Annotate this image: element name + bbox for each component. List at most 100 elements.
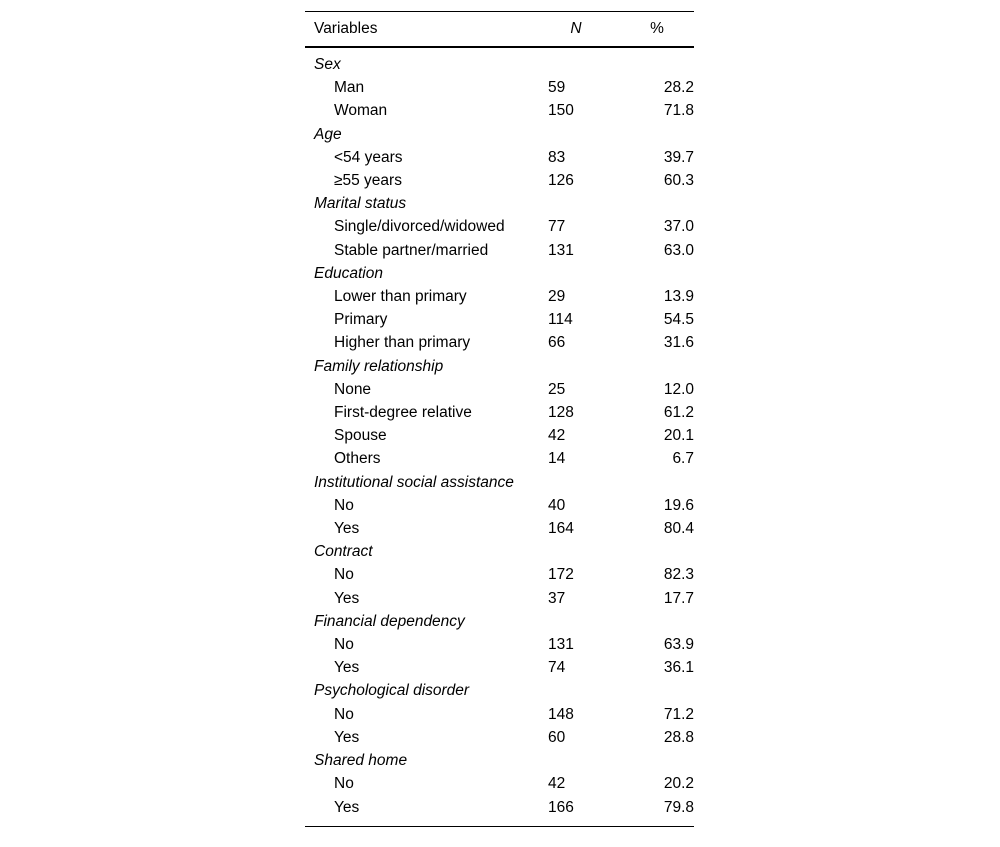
row-label: No	[334, 775, 354, 793]
row-percent-value: 13.9	[663, 288, 694, 306]
row-n-value: 172	[548, 566, 574, 584]
row-percent-value: 82.3	[663, 566, 694, 584]
row-n-value: 114	[548, 311, 573, 329]
table-row: Woman 150 71.8	[305, 99, 694, 122]
table-group-row: Marital status	[305, 192, 694, 215]
table-row: No 40 19.6	[305, 494, 694, 517]
table-row: Spouse 42 20.1	[305, 424, 694, 447]
row-label: Primary	[334, 311, 388, 329]
row-n-value: 42	[548, 427, 566, 445]
table-row: No 148 71.2	[305, 703, 694, 726]
row-percent-value: 63.9	[663, 636, 694, 654]
table-row: <54 years 83 39.7	[305, 146, 694, 169]
table-row: Yes 166 79.8	[305, 796, 694, 819]
row-percent-value: 20.2	[663, 775, 694, 793]
row-label: Yes	[334, 798, 360, 816]
row-n-value: 164	[548, 520, 574, 538]
row-percent-value: 60.3	[663, 172, 694, 190]
table-row: Yes 74 36.1	[305, 656, 694, 679]
row-percent-value: 79.8	[663, 798, 694, 816]
row-percent-value: 28.8	[663, 728, 694, 746]
table-row: Higher than primary 66 31.6	[305, 331, 694, 354]
group-pct-empty	[626, 192, 694, 215]
column-header-percent: %	[650, 20, 664, 37]
row-n-value: 131	[548, 241, 574, 259]
table-row: No 131 63.9	[305, 633, 694, 656]
row-label: Spouse	[334, 427, 387, 445]
group-label: Family relationship	[314, 357, 444, 375]
group-pct-empty	[626, 471, 694, 494]
table-body: Sex Man 59 28.2 Woman 150 71.8 Age <54 years 83 39…	[305, 47, 694, 826]
table-row: Yes 60 28.8	[305, 726, 694, 749]
row-percent-value: 63.0	[663, 241, 694, 259]
table-row: Stable partner/married 131 63.0	[305, 239, 694, 262]
row-label: No	[334, 636, 354, 654]
group-n-empty	[548, 123, 626, 146]
row-label: <54 years	[334, 148, 403, 166]
row-label: Lower than primary	[334, 288, 467, 306]
spacer-cell	[305, 819, 694, 826]
group-label: Education	[314, 264, 383, 282]
group-pct-empty	[626, 610, 694, 633]
group-label: Psychological disorder	[314, 682, 470, 700]
group-n-empty	[548, 610, 626, 633]
row-percent-value: 71.2	[663, 705, 694, 723]
row-percent-value: 31.6	[663, 334, 694, 352]
row-label: None	[334, 380, 372, 398]
row-percent-value: 37.0	[663, 218, 694, 236]
row-label: Yes	[334, 589, 360, 607]
row-n-value: 25	[548, 380, 566, 398]
table-row: First-degree relative 128 61.2	[305, 401, 694, 424]
group-pct-empty	[626, 540, 694, 563]
row-n-value: 148	[548, 705, 574, 723]
table-group-row: Age	[305, 123, 694, 146]
table-group-row: Psychological disorder	[305, 679, 694, 702]
table-row: None 25 12.0	[305, 378, 694, 401]
row-n-value: 37	[548, 589, 566, 607]
row-label: Others	[334, 450, 381, 468]
table-group-row: Sex	[305, 53, 694, 76]
row-label: Woman	[334, 102, 388, 120]
row-percent-value: 28.2	[663, 79, 694, 97]
group-pct-empty	[626, 355, 694, 378]
row-n-value: 126	[548, 172, 574, 190]
row-n-value: 66	[548, 334, 566, 352]
row-label: Yes	[334, 728, 360, 746]
table-row: No 42 20.2	[305, 772, 694, 795]
table-row: Single/divorced/widowed 77 37.0	[305, 215, 694, 238]
group-n-empty	[548, 262, 626, 285]
table-row: Primary 114 54.5	[305, 308, 694, 331]
row-percent-value: 80.4	[663, 520, 694, 538]
table-group-row: Financial dependency	[305, 610, 694, 633]
table-row: Lower than primary 29 13.9	[305, 285, 694, 308]
table-group-row: Shared home	[305, 749, 694, 772]
row-percent-value: 17.7	[663, 589, 694, 607]
row-n-value: 77	[548, 218, 566, 236]
row-percent-value: 20.1	[663, 427, 694, 445]
row-label: Higher than primary	[334, 334, 471, 352]
row-percent-value: 6.7	[672, 450, 694, 468]
row-label: Yes	[334, 659, 360, 677]
row-n-value: 14	[548, 450, 566, 468]
row-label: No	[334, 496, 354, 514]
group-label: Age	[314, 125, 342, 143]
table-group-row: Education	[305, 262, 694, 285]
group-pct-empty	[626, 679, 694, 702]
table-header-row: Variables N %	[305, 11, 694, 47]
table-group-row: Institutional social assistance	[305, 471, 694, 494]
table-group-row: Contract	[305, 540, 694, 563]
row-n-value: 83	[548, 148, 566, 166]
row-label: Man	[334, 79, 365, 97]
group-n-empty	[548, 192, 626, 215]
group-n-empty	[548, 749, 626, 772]
table-header: Variables N %	[305, 11, 694, 47]
row-n-value: 42	[548, 775, 566, 793]
table-row: ≥55 years 126 60.3	[305, 169, 694, 192]
row-label: Single/divorced/widowed	[334, 218, 505, 236]
table-row: No 172 82.3	[305, 563, 694, 586]
row-percent-value: 54.5	[663, 311, 694, 329]
table-row: Yes 164 80.4	[305, 517, 694, 540]
group-n-empty	[548, 53, 626, 76]
table-row: Man 59 28.2	[305, 76, 694, 99]
row-percent-value: 12.0	[663, 380, 694, 398]
